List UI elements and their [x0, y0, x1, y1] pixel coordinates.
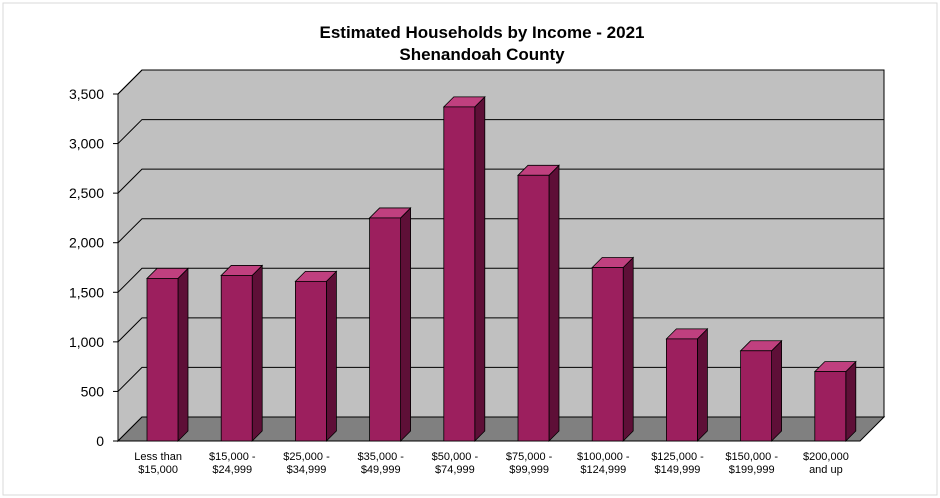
x-category-label: $199,999 [729, 464, 775, 476]
y-tick-label: 500 [81, 383, 105, 399]
x-category-label: $200,000 [803, 451, 849, 463]
gridline [117, 317, 884, 343]
bar [517, 174, 550, 442]
gridline [117, 119, 884, 144]
bar-side [697, 327, 708, 442]
bar-side [845, 360, 857, 442]
y-tick-label: 3,500 [69, 86, 104, 102]
bar-side [771, 339, 782, 442]
gridline [117, 168, 884, 194]
x-category-label: $75,000 - [506, 451, 553, 463]
x-category-label: $15,000 - [209, 451, 256, 463]
y-tick-label: 1,500 [69, 284, 104, 300]
bar [146, 278, 179, 442]
bar [740, 350, 772, 442]
plot-area: 0 500 1,000 1,500 2,000 2,500 3,000 3,500 Less t… [69, 69, 886, 476]
x-category-label: $25,000 - [283, 451, 330, 463]
bar-side [548, 164, 560, 442]
bar-side [474, 95, 486, 442]
bar [666, 338, 698, 442]
bar-side [622, 256, 634, 442]
bar [369, 217, 402, 442]
chart-title: Estimated Households by Income - 2021 [320, 23, 645, 42]
bar [591, 267, 624, 442]
x-category-label: $149,999 [655, 464, 701, 476]
y-tick-label: 1,000 [69, 334, 104, 350]
x-category-label: $74,999 [435, 464, 475, 476]
x-category-label: $100,000 - [577, 451, 630, 463]
y-tick-label: 2,000 [69, 235, 104, 251]
x-category-label: $150,000 - [725, 451, 778, 463]
bar-side [400, 206, 412, 442]
bar [220, 275, 253, 442]
bar [443, 106, 476, 442]
x-category-label: $35,000 - [357, 451, 404, 463]
y-tick-label: 0 [96, 433, 104, 449]
x-category-label: $99,999 [509, 464, 549, 476]
gridline [117, 218, 884, 244]
y-tick-label: 2,500 [69, 185, 104, 201]
x-category-label: $15,000 [138, 464, 178, 476]
bar-side [325, 270, 337, 442]
x-category-label: $49,999 [361, 464, 401, 476]
x-category-label: Less than [134, 451, 182, 463]
bar [294, 280, 327, 442]
y-tick-label: 3,000 [69, 136, 104, 152]
gridline [117, 69, 884, 95]
bar-side [177, 267, 189, 442]
x-category-label: and up [809, 464, 843, 476]
x-category-label: $34,999 [287, 464, 327, 476]
bar [814, 371, 847, 442]
gridline [117, 366, 884, 392]
x-category-label: $50,000 - [432, 451, 479, 463]
x-category-label: $124,999 [580, 464, 626, 476]
gridline [117, 267, 884, 293]
x-category-label: $24,999 [212, 464, 252, 476]
bar-side [251, 264, 263, 442]
chart-subtitle: Shenandoah County [399, 45, 565, 64]
x-category-label: $125,000 - [651, 451, 704, 463]
